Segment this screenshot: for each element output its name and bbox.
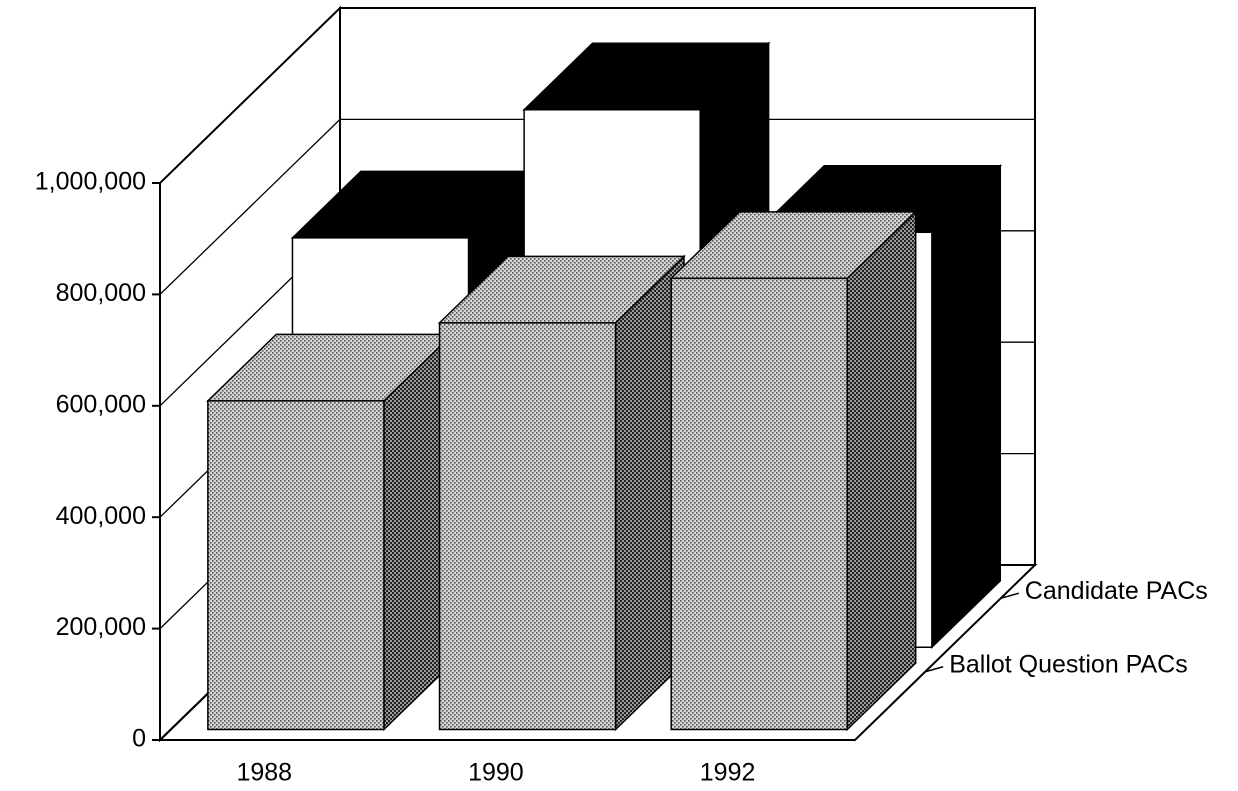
bar-side <box>931 164 1002 650</box>
depth-tick <box>924 666 944 673</box>
grid-line <box>159 118 1035 295</box>
y-tick-label: 800,000 <box>56 279 146 307</box>
series-label: Ballot Question PACs <box>949 650 1188 678</box>
x-tick-label: 1990 <box>468 759 524 787</box>
bar <box>207 400 385 731</box>
y-tick-label: 600,000 <box>56 390 146 418</box>
depth-tick <box>1000 592 1020 599</box>
y-tick-label: 200,000 <box>56 613 146 641</box>
bar <box>670 277 849 731</box>
series-label: Candidate PACs <box>1025 577 1208 605</box>
y-tick-label: 1,000,000 <box>35 168 146 196</box>
bar-side <box>846 210 917 732</box>
x-tick-label: 1988 <box>236 759 292 787</box>
bar <box>438 322 617 731</box>
y-tick-label: 400,000 <box>56 502 146 530</box>
y-tick-label: 0 <box>132 725 146 753</box>
grid-line <box>159 7 1035 184</box>
x-tick-label: 1992 <box>700 759 756 787</box>
